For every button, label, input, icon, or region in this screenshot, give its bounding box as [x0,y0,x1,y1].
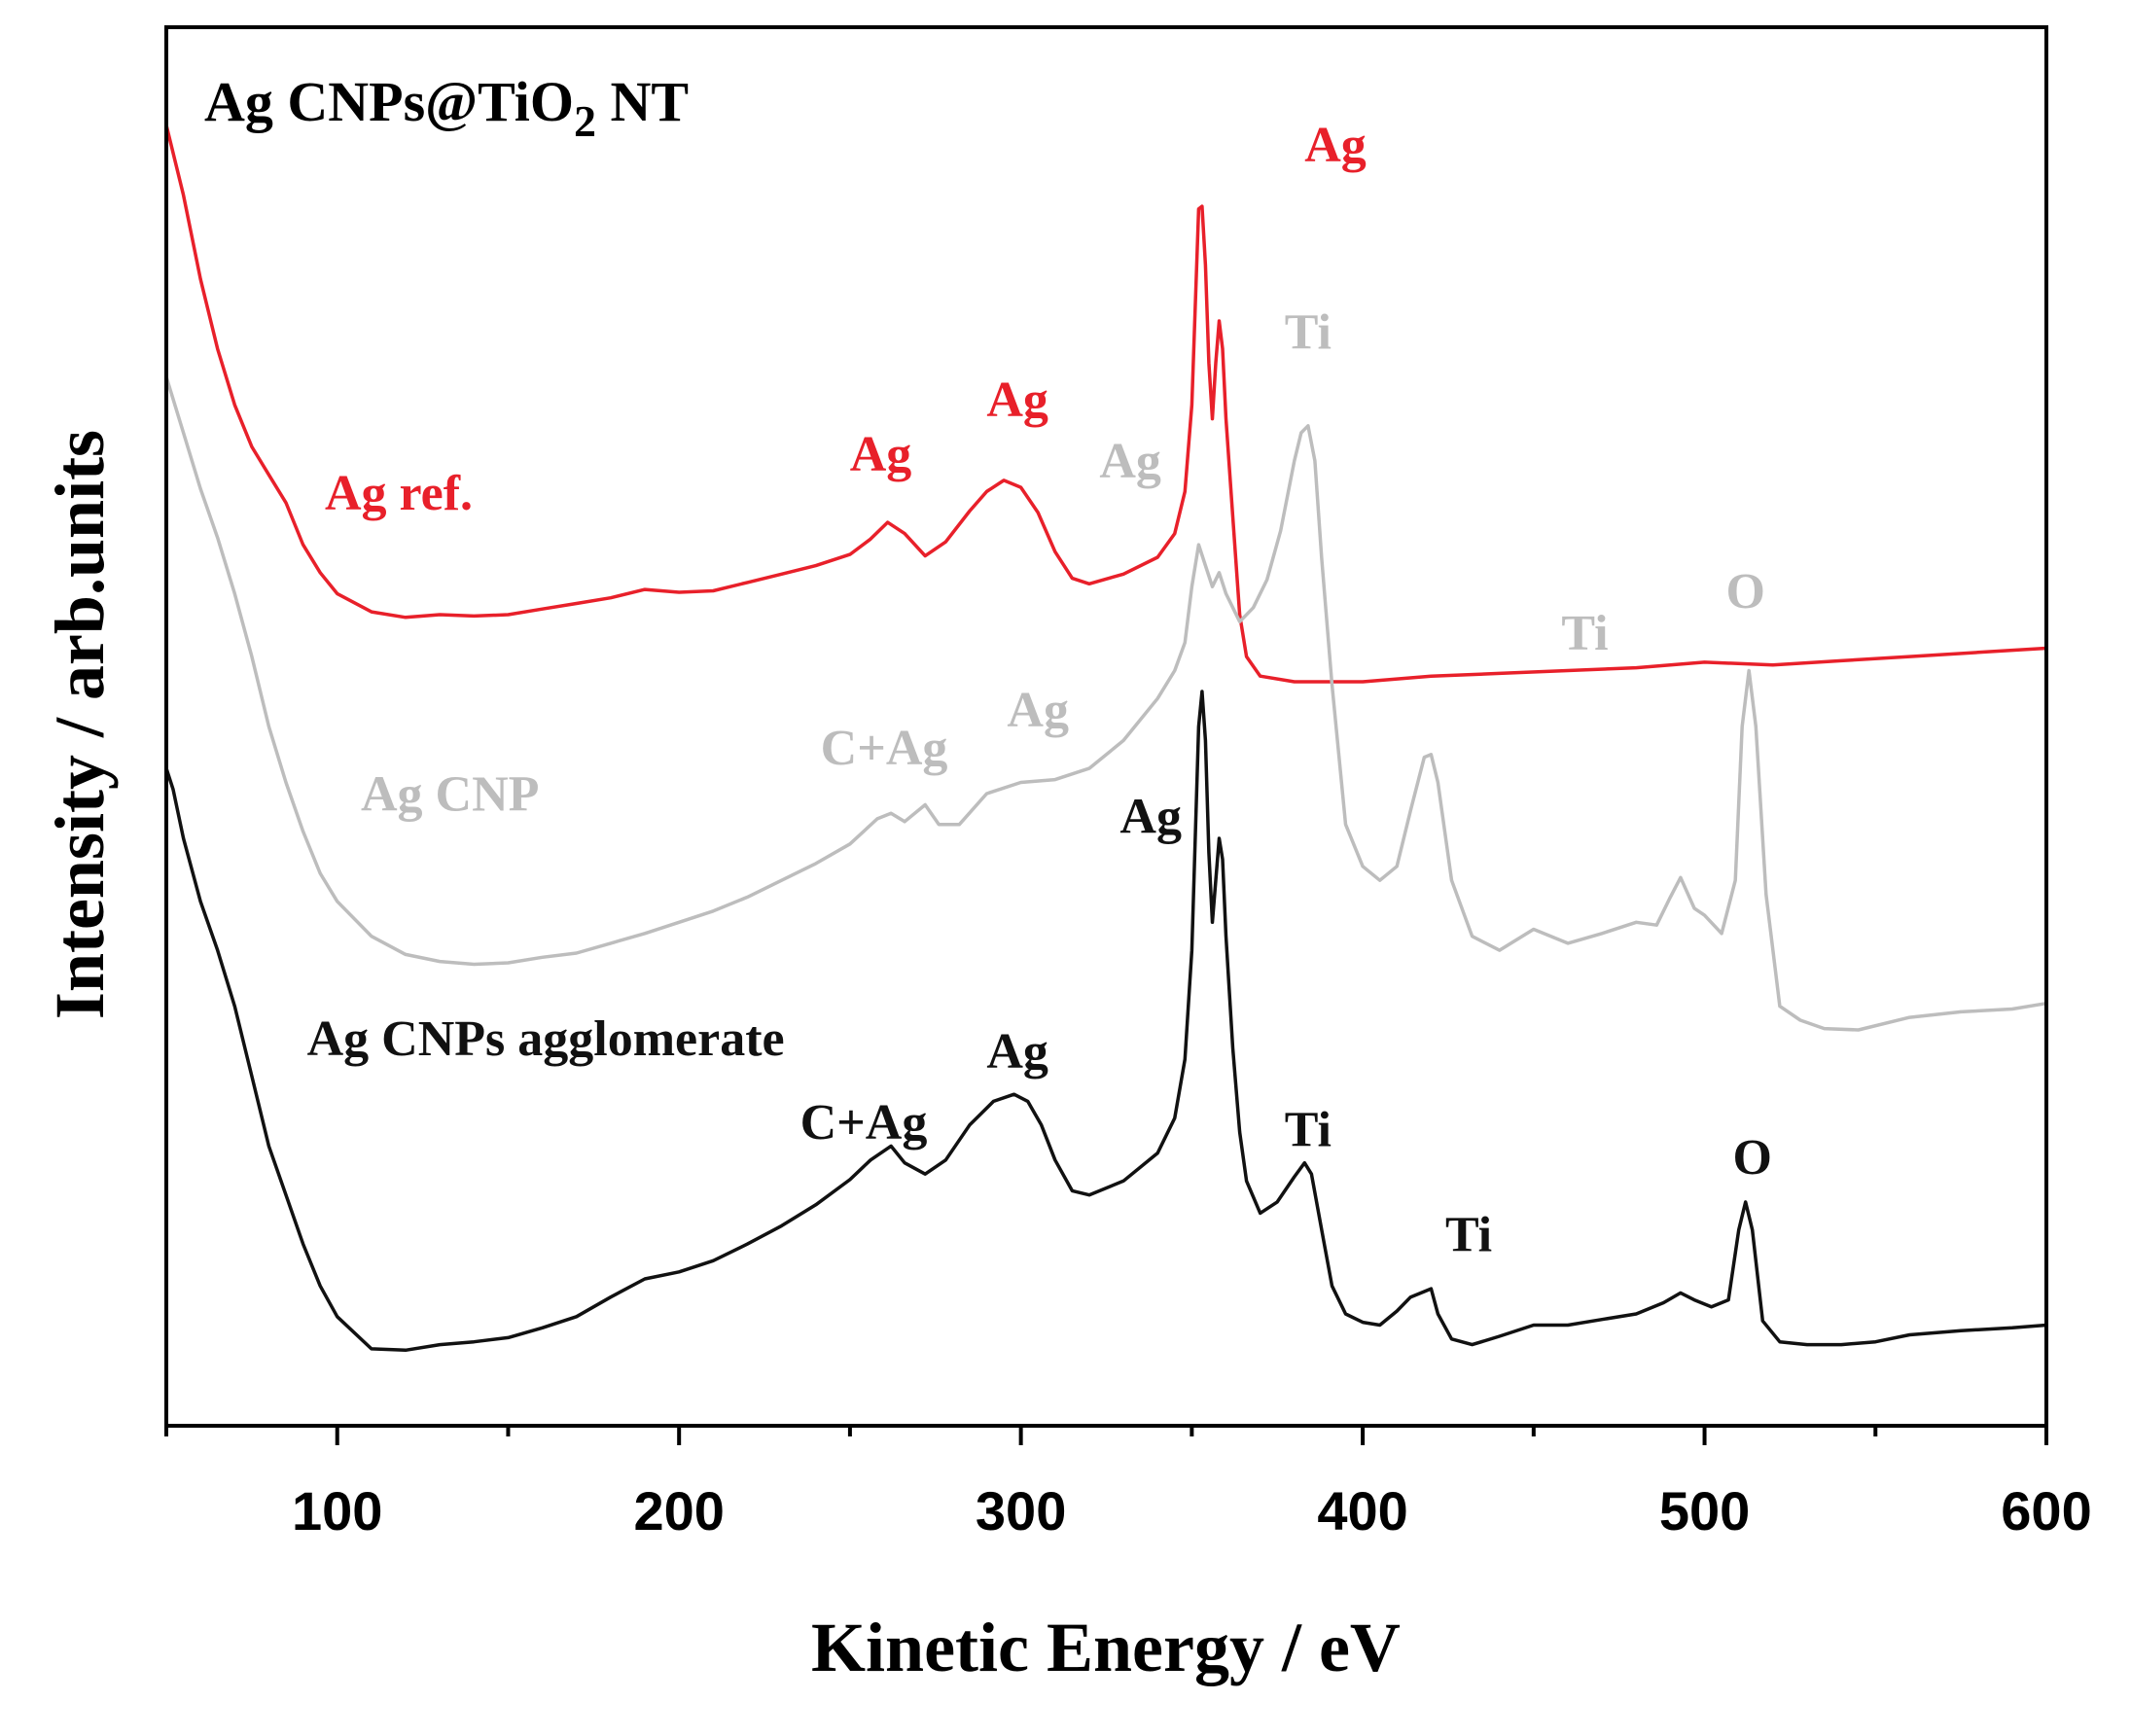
x-tick-label-600: 600 [2001,1480,2091,1541]
annotation-ti-15: Ti [1285,1102,1332,1157]
annotation-c-ag-14: C+Ag [800,1095,928,1151]
annotation-ag-8: Ag [1007,683,1069,738]
x-tick-label-300: 300 [976,1480,1066,1541]
y-axis-label: Intensity / arb.units [41,430,119,1019]
annotation-ag-0: Ag [1304,118,1367,173]
x-tick-label-100: 100 [292,1480,382,1541]
peak-labels: Ag Ag Ag Ag ref. Ti Ag Ti O Ag C+Ag Ag CNP Ag Ag CNP… [307,118,1772,1262]
annotation-ti-17: Ti [1445,1207,1492,1262]
chart-title: Ag CNPs@TiO2 NT [204,70,689,146]
x-tick-label-400: 400 [1317,1480,1407,1541]
series-line-ag-ref [164,124,2047,684]
annotation-o-16: O [1733,1130,1772,1186]
annotation-c-ag-9: C+Ag [821,721,948,776]
annotation-ag-11: Ag [1119,789,1182,844]
annotation-ag-13: Ag [986,1024,1048,1080]
x-tick-label-200: 200 [633,1480,724,1541]
annotation-ag-2: Ag [850,427,912,482]
x-axis-ticks: 100 200 300 400 500 600 [164,1426,2092,1541]
annotation-ag-cnp-10: Ag CNP [361,766,539,822]
annotation-o-7: O [1725,564,1764,620]
x-tick-label-500: 500 [1659,1480,1750,1541]
plot-frame [164,25,2048,1428]
annotation-ag-cnps-agglomerate-12: Ag CNPs agglomerate [307,1011,785,1067]
annotation-ag-5: Ag [1099,434,1161,489]
series-line-ag-cnps-agglomerate [164,690,2047,1353]
series-line-ag-cnp [164,375,2047,1032]
x-axis-label: Kinetic Energy / eV [811,1609,1401,1686]
annotation-ti-4: Ti [1285,305,1332,361]
series-layer [164,124,2047,1353]
annotation-ti-6: Ti [1561,606,1608,661]
annotation-ag-ref-3: Ag ref. [325,466,473,521]
annotation-ag-1: Ag [986,372,1048,428]
